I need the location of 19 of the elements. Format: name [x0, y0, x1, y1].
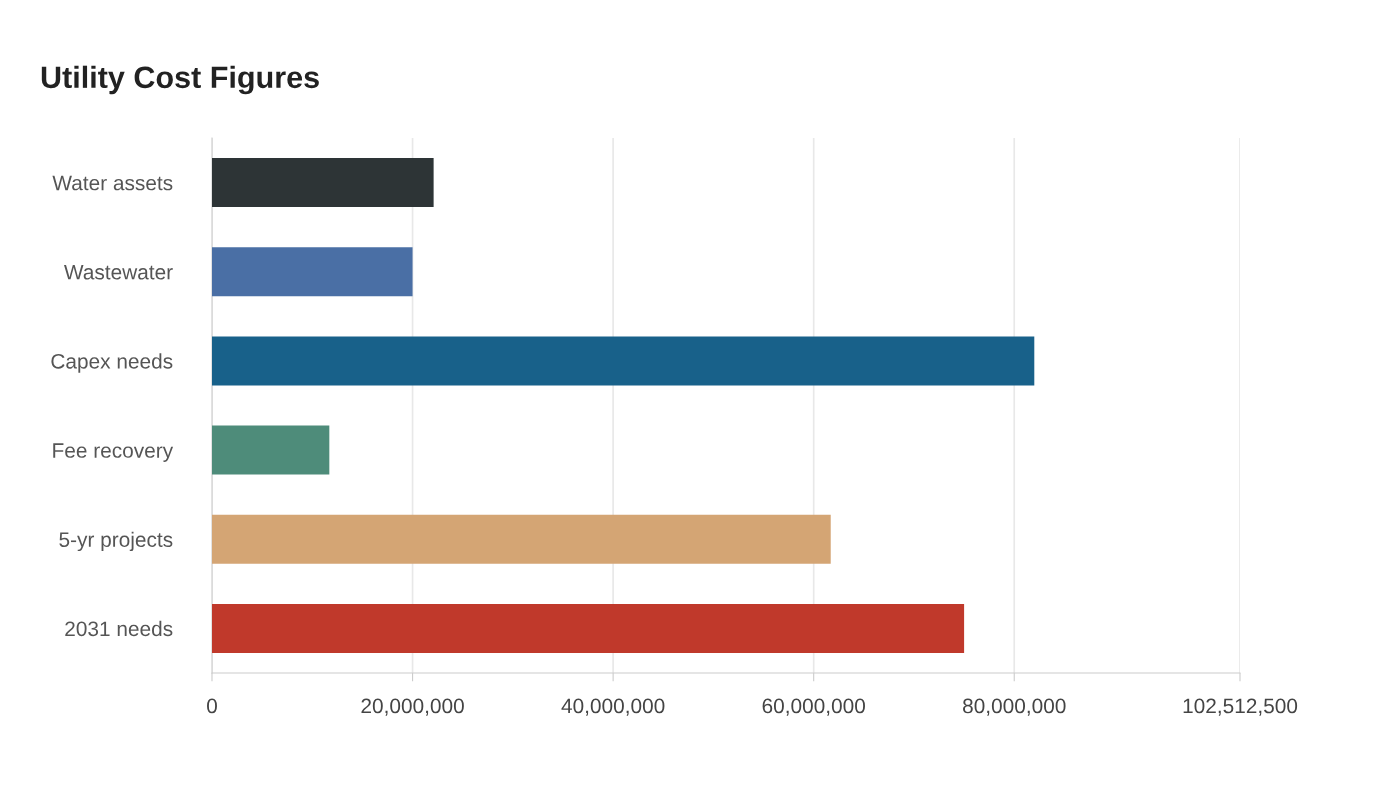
bar [212, 514, 831, 564]
y-tick-label: Fee recovery [53, 443, 174, 462]
chart-title: Utility Cost Figures [41, 65, 319, 95]
x-tick-label: 40,000,000 [561, 698, 665, 716]
x-tick-label: 20,000,000 [361, 698, 464, 716]
y-tick-label: Wastewater [64, 264, 173, 280]
bar [212, 247, 413, 297]
y-tick-label: Capex needs [51, 353, 173, 373]
y-tick-label: Water assets [52, 175, 173, 191]
y-tick-label: 2031 needs [65, 620, 173, 637]
x-tick-label: 80,000,000 [963, 698, 1066, 716]
bar [212, 425, 330, 475]
x-tick-label: 102,512,500 [1183, 698, 1298, 716]
bar [212, 158, 434, 208]
bar [212, 336, 1035, 386]
bar [212, 603, 965, 653]
x-tick-label: 60,000,000 [762, 698, 866, 716]
y-tick-label: 5-yr projects [59, 531, 173, 552]
x-tick-label: 0 [207, 698, 217, 714]
